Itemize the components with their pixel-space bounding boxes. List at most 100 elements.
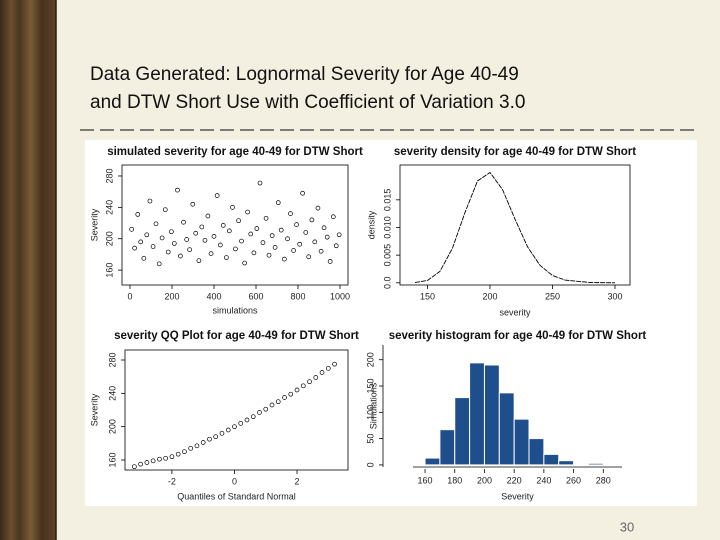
- point: [169, 454, 175, 460]
- y-tick-label: 100: [365, 405, 375, 420]
- point: [275, 200, 281, 205]
- x-tick-label: 400: [206, 291, 221, 301]
- point: [303, 230, 309, 235]
- page-number: 30: [620, 519, 634, 534]
- point: [263, 215, 269, 221]
- point: [165, 249, 171, 255]
- x-tick-label: 280: [596, 475, 611, 485]
- point: [200, 440, 206, 445]
- bar: [469, 362, 485, 466]
- point: [188, 445, 194, 451]
- y-axis-label: Severity: [89, 393, 99, 426]
- point: [219, 430, 225, 436]
- x-tick-label: 160: [418, 475, 433, 485]
- point: [282, 395, 287, 400]
- x-tick-label: 1000: [330, 291, 350, 301]
- point: [129, 226, 135, 232]
- chart-title: severity QQ Plot for age 40-49 for DTW S…: [114, 330, 359, 342]
- bar: [454, 397, 471, 466]
- point: [278, 227, 284, 233]
- y-tick-label: 240: [104, 200, 114, 215]
- point: [202, 237, 208, 243]
- x-tick-label: 2: [295, 476, 300, 486]
- point: [236, 218, 241, 224]
- point: [321, 225, 327, 231]
- point: [285, 236, 290, 242]
- x-axis-label: severity: [499, 307, 531, 317]
- plot-box: [121, 164, 349, 286]
- bar: [439, 429, 456, 466]
- bar: [498, 392, 515, 466]
- point: [144, 460, 150, 465]
- point: [257, 410, 262, 415]
- point: [309, 217, 315, 223]
- point: [300, 383, 306, 389]
- point: [226, 228, 232, 234]
- x-tick-label: 600: [248, 291, 263, 301]
- y-tick-label: 280: [107, 352, 117, 367]
- x-tick-label: 0: [232, 476, 237, 486]
- chart-title: severity density for age 40-49 for DTW S…: [394, 146, 636, 158]
- point: [282, 256, 287, 262]
- point: [187, 247, 192, 253]
- point: [272, 245, 278, 250]
- y-axis-label: density: [366, 210, 376, 239]
- y-tick-label: 280: [104, 168, 114, 183]
- y-tick-label: 240: [107, 386, 117, 401]
- x-tick-label: 800: [290, 291, 305, 301]
- x-tick-label: -2: [168, 476, 176, 486]
- point: [199, 224, 205, 230]
- y-tick-label: 0.010: [382, 216, 392, 239]
- point: [306, 254, 312, 260]
- y-tick-label: 0.015: [382, 189, 392, 212]
- point: [220, 223, 226, 228]
- x-axis-label: Severity: [501, 491, 534, 501]
- point: [245, 209, 250, 215]
- y-tick-label: 200: [107, 419, 117, 434]
- point: [324, 234, 330, 240]
- point: [288, 391, 294, 397]
- x-tick-label: 300: [607, 291, 622, 301]
- point: [260, 240, 266, 245]
- point: [294, 387, 300, 393]
- point: [266, 252, 272, 258]
- point: [251, 250, 257, 256]
- point: [178, 253, 183, 259]
- plot-box: [399, 164, 631, 286]
- point: [196, 258, 202, 264]
- slide-title: and DTW Short Use with Coefficient of Va…: [90, 92, 525, 113]
- bar: [558, 460, 575, 466]
- bar: [587, 462, 604, 466]
- density-line: [414, 171, 616, 284]
- y-tick-label: 150: [365, 379, 375, 394]
- point: [135, 212, 141, 217]
- y-tick-label: 0.005: [382, 244, 392, 267]
- point: [263, 406, 269, 412]
- point: [132, 464, 137, 470]
- point: [153, 221, 159, 227]
- y-tick-label: 200: [365, 352, 375, 367]
- point: [291, 248, 296, 253]
- point: [312, 239, 318, 245]
- point: [156, 261, 162, 267]
- point: [233, 246, 238, 252]
- point: [213, 434, 219, 440]
- point: [248, 231, 254, 237]
- point: [175, 187, 180, 193]
- point: [230, 205, 235, 210]
- point: [319, 370, 325, 375]
- point: [157, 456, 162, 462]
- point: [333, 243, 339, 249]
- x-tick-label: 220: [507, 475, 522, 485]
- x-tick-label: 240: [536, 475, 551, 485]
- point: [182, 449, 187, 455]
- point: [171, 241, 177, 246]
- point: [297, 241, 303, 247]
- x-axis-label: simulations: [212, 305, 258, 315]
- x-tick-label: 250: [545, 291, 560, 301]
- x-tick-label: 0: [127, 291, 132, 301]
- point: [138, 239, 144, 245]
- point: [132, 245, 137, 251]
- point: [217, 242, 223, 248]
